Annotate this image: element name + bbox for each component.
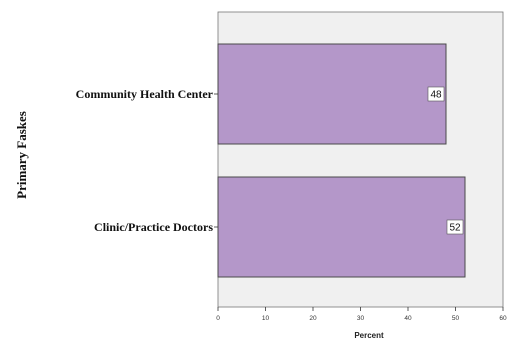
data-label: 52 [449, 223, 461, 234]
x-tick-label: 60 [499, 315, 507, 322]
x-tick-label: 40 [404, 315, 412, 322]
x-axis: 0 10 20 30 40 50 60 [216, 307, 507, 322]
x-tick-label: 50 [452, 315, 460, 322]
data-label-box [427, 86, 445, 102]
category-labels: Community Health Center Clinic/Practice D… [76, 87, 218, 234]
bar [217, 176, 466, 278]
x-tick-label: 30 [357, 315, 365, 322]
y-axis-label: Primary Faskes [14, 111, 29, 199]
x-tick-label: 10 [262, 315, 270, 322]
x-tick-label: 0 [216, 315, 220, 322]
bar [217, 43, 447, 145]
x-tick-label: 20 [309, 315, 317, 322]
category-label: Clinic/Practice Doctors [94, 220, 213, 234]
bars-group: 48 52 [217, 43, 466, 278]
data-label: 48 [430, 90, 442, 101]
x-axis-label: Percent [354, 331, 384, 340]
category-label: Community Health Center [76, 87, 214, 101]
data-label-box [446, 219, 464, 235]
